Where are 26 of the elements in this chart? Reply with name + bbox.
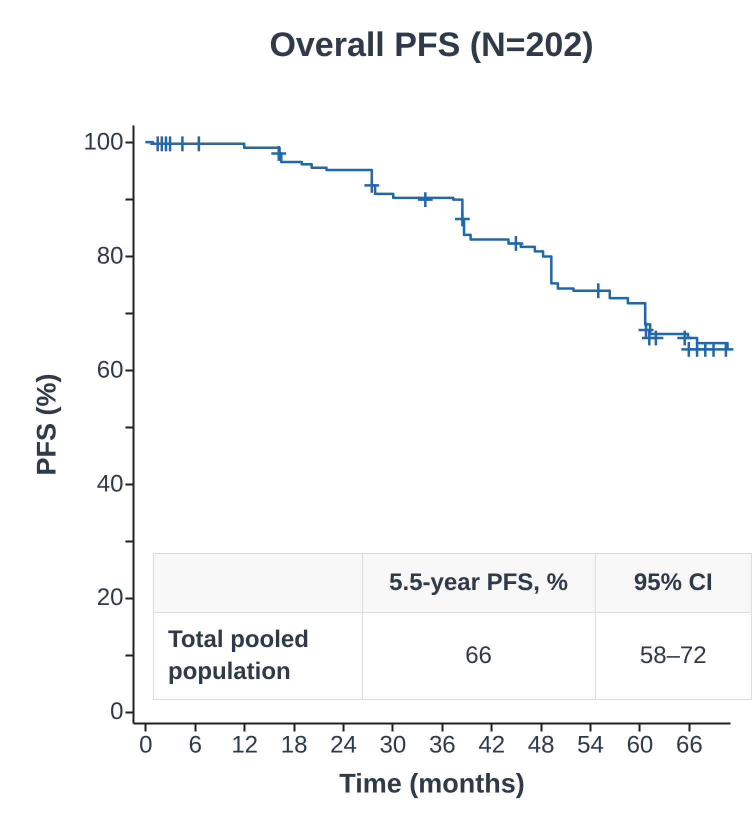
y-tick-label: 60 — [96, 356, 124, 384]
y-tick-label: 80 — [96, 242, 124, 270]
y-tick-label: 0 — [110, 698, 124, 726]
x-tick-label: 18 — [280, 732, 308, 758]
x-axis-title: Time (months) — [339, 768, 525, 798]
annotation: Total pooled population — [154, 612, 362, 700]
x-tick-label: 24 — [330, 732, 357, 758]
x-tick-label: 60 — [626, 732, 654, 758]
x-tick-label: 12 — [231, 732, 258, 758]
y-axis-title: PFS (%) — [31, 373, 62, 476]
x-tick-label: 66 — [676, 732, 703, 758]
x-tick-label: 48 — [528, 732, 554, 758]
annotation: 5.5-year PFS, % — [362, 554, 596, 612]
x-tick-label: 6 — [188, 732, 202, 758]
x-tick-label: 42 — [478, 732, 506, 758]
annotation: 66 — [362, 612, 596, 700]
x-tick-label: 36 — [428, 732, 456, 758]
y-tick-label: 100 — [83, 128, 124, 156]
annotation: 95% CI — [595, 554, 752, 612]
chart-title: Overall PFS (N=202) — [269, 26, 594, 64]
x-tick-label: 54 — [577, 732, 604, 758]
y-tick-label: 40 — [96, 470, 124, 498]
x-tick-label: 30 — [380, 732, 406, 758]
y-tick-label: 20 — [96, 584, 124, 612]
annotation: 58–72 — [595, 612, 752, 700]
x-tick-label: 0 — [139, 732, 153, 758]
